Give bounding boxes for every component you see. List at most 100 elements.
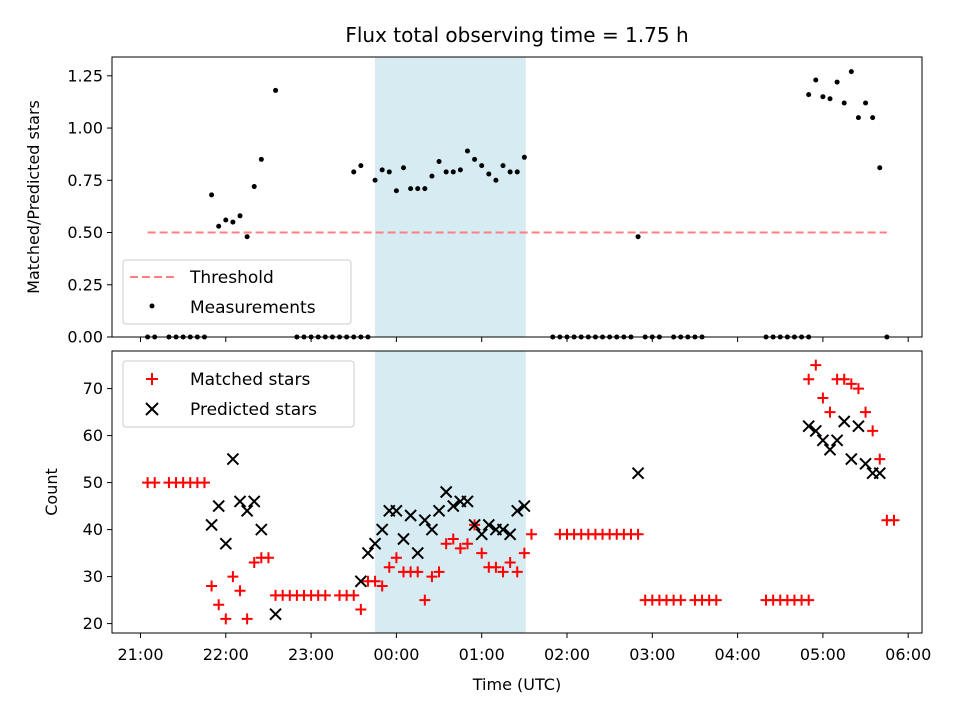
matched-star-marker <box>206 580 218 592</box>
matched-star-marker <box>824 406 836 418</box>
x-tick-label: 22:00 <box>203 645 249 664</box>
predicted-star-marker <box>432 504 446 518</box>
top-legend: Threshold Measurements <box>122 259 352 325</box>
predicted-star-marker <box>418 513 432 527</box>
matched-star-marker <box>476 547 488 559</box>
predicted-star-marker <box>503 528 517 541</box>
matched-star-marker <box>867 425 879 437</box>
predicted-star-marker <box>439 485 453 499</box>
x-tick-label: 00:00 <box>373 645 419 664</box>
matched-star-marker <box>490 561 502 573</box>
matched-star-marker <box>198 477 210 489</box>
matched-star-marker <box>632 528 644 540</box>
x-tick-label: 03:00 <box>629 645 675 664</box>
top-y-tick-label: 1.00 <box>67 119 103 138</box>
x-tick-label: 05:00 <box>800 645 846 664</box>
predicted-star-marker <box>354 575 368 588</box>
matched-star-marker <box>454 542 466 554</box>
matched-star-marker <box>319 589 331 601</box>
measurement-point <box>486 171 492 177</box>
top-y-tick-label: 0.50 <box>67 223 103 242</box>
measurement-point <box>877 165 883 171</box>
legend-measurements-label: Measurements <box>190 298 316 318</box>
predicted-star-marker <box>461 495 474 508</box>
matched-star-marker <box>440 538 452 550</box>
top-y-tick-label: 0.25 <box>67 275 103 294</box>
matched-star-marker <box>390 552 402 564</box>
measurement-point <box>507 169 513 175</box>
x-tick-label: 02:00 <box>544 645 590 664</box>
measurement-point <box>223 217 229 223</box>
measurement-point <box>216 223 222 229</box>
matched-star-marker <box>227 571 239 583</box>
measurement-point <box>834 79 840 85</box>
predicted-star-marker <box>475 528 488 541</box>
predicted-star-marker <box>852 419 865 433</box>
bottom-highlight-span <box>375 351 526 633</box>
matched-star-marker <box>412 566 424 578</box>
top-legend-box <box>122 259 352 325</box>
predicted-star-marker <box>205 518 218 532</box>
matched-star-marker <box>220 613 232 625</box>
measurement-point <box>848 69 854 75</box>
measurement-point <box>244 234 250 240</box>
matched-star-marker <box>447 533 459 545</box>
legend-matched-label: Matched stars <box>190 370 310 390</box>
bottom-y-axis-label: Count <box>42 468 61 516</box>
predicted-star-marker <box>219 537 233 550</box>
measurement-point <box>863 100 869 106</box>
matched-star-marker <box>675 594 687 606</box>
matched-star-marker <box>803 373 815 385</box>
predicted-star-marker <box>248 495 261 508</box>
predicted-star-marker <box>397 532 410 546</box>
predicted-star-marker <box>226 452 240 466</box>
measurement-point <box>351 169 357 175</box>
matched-star-marker <box>419 594 431 606</box>
bottom-y-tick-label: 70 <box>83 379 103 398</box>
predicted-star-marker <box>233 495 247 508</box>
measurement-point <box>429 173 435 179</box>
measurement-point <box>209 192 215 198</box>
bottom-y-tick-label: 30 <box>83 567 103 586</box>
matched-star-marker <box>860 406 872 418</box>
predicted-star-marker <box>845 452 858 466</box>
matched-star-marker <box>461 538 473 550</box>
predicted-star-marker <box>809 424 822 438</box>
measurement-point <box>479 163 485 169</box>
matched-star-marker <box>248 557 260 568</box>
predicted-star-marker <box>873 466 886 480</box>
measurement-point <box>273 87 279 93</box>
matched-star-marker <box>355 604 367 615</box>
predicted-star-marker <box>390 504 403 518</box>
matched-star-marker <box>497 566 509 578</box>
top-plot-frame <box>111 56 923 338</box>
measurement-point <box>258 156 264 162</box>
predicted-star-marker <box>255 523 268 536</box>
matched-star-marker <box>426 571 438 583</box>
bottom-legend-box <box>122 360 355 428</box>
predicted-star-marker <box>823 443 837 456</box>
measurement-point <box>415 186 421 192</box>
matched-star-marker <box>710 594 722 606</box>
predicted-star-marker <box>802 419 815 433</box>
top-panel: 0.00 0.25 0.50 0.75 1.00 1.25 Matched/Predict… <box>24 56 923 347</box>
x-tick-label: 21:00 <box>117 645 163 664</box>
measurement-point <box>251 184 257 190</box>
matched-star-marker <box>838 373 850 385</box>
measurement-point <box>436 158 442 164</box>
measurement-point <box>401 165 407 171</box>
predicted-star-marker <box>361 546 375 560</box>
top-y-tick-label: 0.00 <box>67 328 103 347</box>
matched-star-marker <box>810 359 822 371</box>
predicted-star-marker <box>368 537 382 550</box>
measurement-point <box>806 92 812 98</box>
matched-star-marker <box>376 580 388 592</box>
x-tick-label: 01:00 <box>459 645 505 664</box>
predicted-star-marker <box>631 466 645 480</box>
matched-star-marker <box>149 477 161 489</box>
x-axis-label: Time (UTC) <box>472 675 561 694</box>
legend-matched-marker <box>146 373 158 385</box>
measurement-point <box>514 169 520 175</box>
matched-star-marker <box>817 392 829 404</box>
matched-star-marker <box>504 557 516 568</box>
